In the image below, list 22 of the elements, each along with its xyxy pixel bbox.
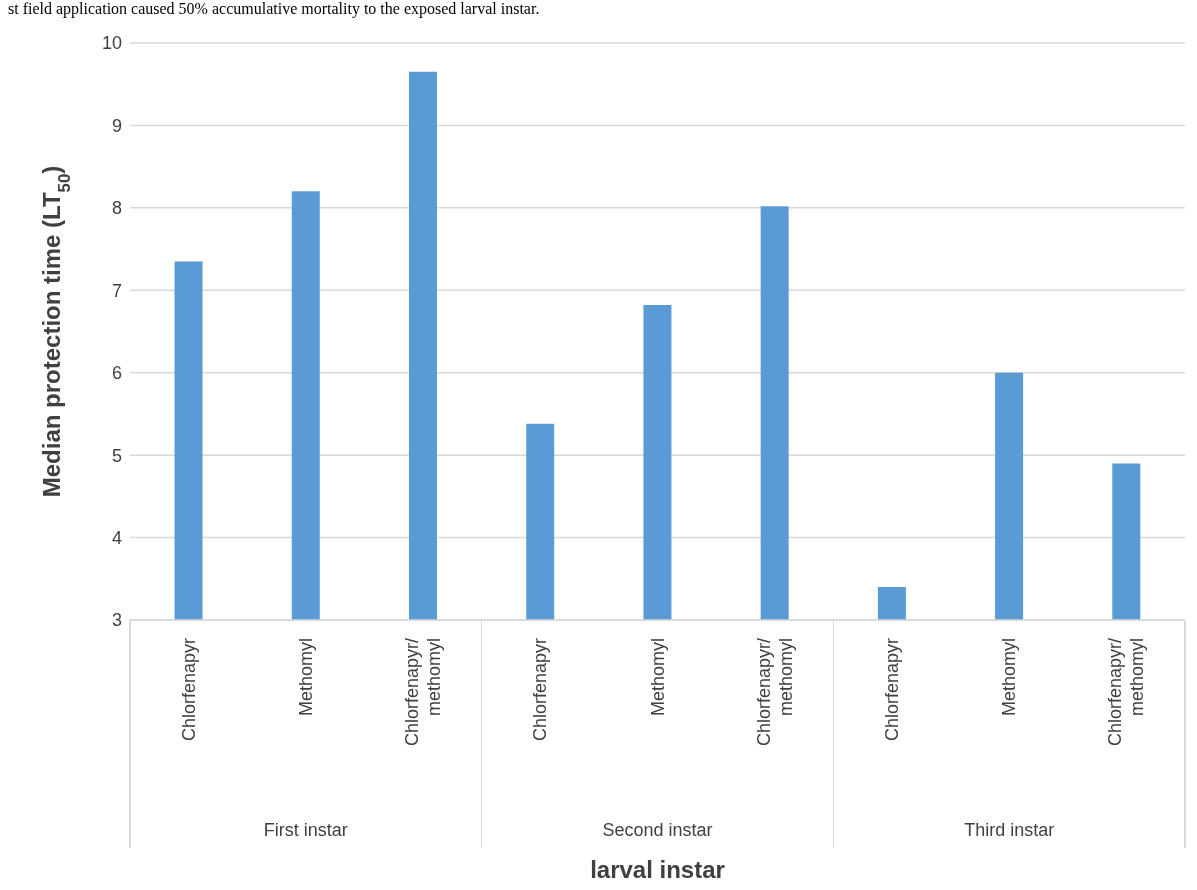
y-tick-label: 10 bbox=[101, 33, 122, 54]
y-tick-label: 5 bbox=[111, 445, 122, 466]
x-tick-label: Chlorfenapyr/methomyl bbox=[753, 638, 796, 747]
x-tick-label: Methomyl bbox=[999, 638, 1020, 717]
y-tick-label: 3 bbox=[111, 610, 122, 631]
y-tick-label: 7 bbox=[111, 280, 122, 301]
x-tick-label: Chlorfenapyr/methomyl bbox=[402, 638, 445, 747]
text: Third instar bbox=[963, 820, 1056, 841]
text: First instar bbox=[262, 820, 349, 841]
y-tick-label: 9 bbox=[111, 115, 122, 136]
x-tick-label: Methomyl bbox=[647, 638, 668, 717]
y-tick-label: 4 bbox=[111, 527, 122, 548]
y-tick-label: 8 bbox=[111, 198, 122, 219]
x-tick-label: Methomyl bbox=[295, 638, 316, 717]
x-tick-label: Chlorfenapyr bbox=[881, 638, 902, 742]
text: st field application caused 50% accumulative mortality to the exposed larval instar. bbox=[8, 0, 540, 18]
x-axis-title: larval instar bbox=[590, 856, 725, 883]
x-tick-label: Chlorfenapyr bbox=[178, 638, 199, 742]
x-tick-label: Chlorfenapyr/methomyl bbox=[1105, 638, 1148, 747]
y-tick-label: 6 bbox=[111, 363, 122, 384]
x-tick-label: Chlorfenapyr bbox=[530, 638, 551, 742]
text: Second instar bbox=[601, 820, 714, 841]
